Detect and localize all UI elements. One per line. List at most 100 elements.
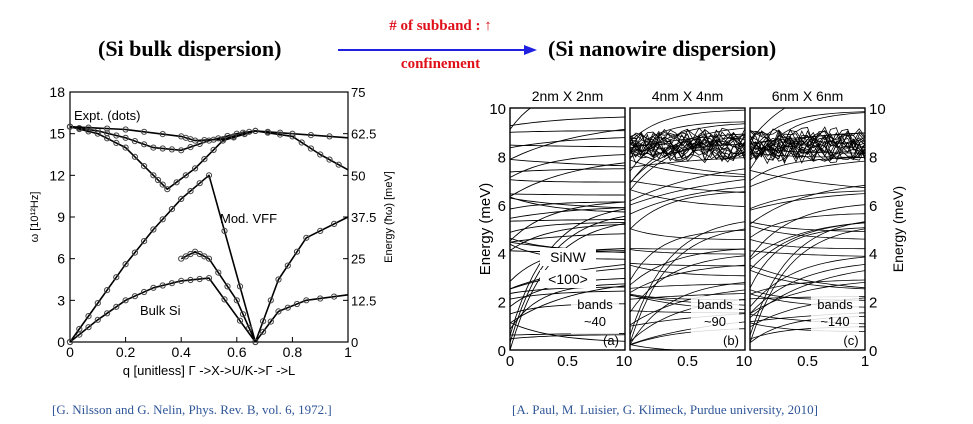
- panel-frame: [749, 107, 866, 351]
- expt-dot: [104, 287, 111, 294]
- y-right-axis-label: Energy (ħω) [meV]: [383, 171, 395, 263]
- expt-dot: [141, 141, 148, 148]
- band-lines: [750, 108, 865, 344]
- expt-dot: [85, 324, 92, 331]
- expt-dot: [85, 128, 92, 135]
- expt-dot: [85, 124, 92, 131]
- y-right-tick-label: 8: [869, 149, 877, 166]
- expt-dot: [178, 277, 185, 284]
- band-line: [750, 127, 865, 146]
- band-line: [630, 179, 745, 206]
- expt-dot: [196, 275, 203, 283]
- expt-dot: [159, 216, 166, 223]
- expt-dot: [289, 133, 296, 140]
- expt-dot: [66, 338, 74, 346]
- band-line: [630, 191, 745, 230]
- expt-dot: [76, 325, 83, 333]
- expt-dot: [159, 181, 166, 188]
- expt-dot: [141, 163, 148, 170]
- panel-frame: [509, 107, 626, 351]
- band-line: [510, 233, 625, 243]
- x-tick-label: 0.8: [283, 344, 303, 360]
- expt-dot: [182, 172, 189, 179]
- band-line: [630, 133, 745, 154]
- expt-dot: [307, 145, 314, 152]
- band-line: [630, 264, 745, 293]
- expt-dot: [104, 310, 111, 317]
- y-right-axis-label: Energy (meV): [890, 186, 906, 272]
- y-tick-label: 10: [489, 101, 506, 118]
- y-tick-label: 4: [498, 246, 506, 263]
- expt-dot: [210, 136, 217, 143]
- panel-title: 2nm X 2nm: [532, 88, 604, 104]
- band-line: [750, 222, 865, 260]
- band-line: [510, 137, 625, 149]
- panel-tag: (a): [603, 333, 619, 348]
- band-line: [750, 111, 865, 154]
- band-line: [510, 283, 625, 330]
- expt-dot: [141, 288, 148, 296]
- chart-annotation: Expt. (dots): [74, 108, 140, 123]
- expt-dot: [150, 144, 157, 151]
- chart-annotation: Mod. VFF: [220, 211, 277, 226]
- bands-count: ~90: [704, 314, 726, 329]
- expt-dot: [122, 144, 129, 151]
- panel-tag: (b): [723, 333, 739, 348]
- expt-dot: [210, 146, 217, 154]
- x-tick-label: 10: [736, 353, 753, 370]
- y-tick-label: 6: [57, 251, 65, 267]
- expt-dot: [241, 130, 248, 137]
- y-right-tick-label: 0: [869, 343, 877, 360]
- band-line: [510, 116, 625, 127]
- band-line: [750, 128, 865, 149]
- expt-dot: [317, 227, 324, 234]
- expt-dot: [246, 325, 253, 332]
- band-line: [750, 135, 865, 155]
- nanowire-title: (Si nanowire dispersion): [548, 36, 777, 61]
- y-tick-label: 0: [57, 334, 65, 350]
- dispersion-branch-1: [69, 174, 257, 343]
- expt-dot: [326, 133, 333, 140]
- x-tick-label: 0.2: [116, 344, 136, 360]
- band-line: [630, 229, 745, 281]
- bands-count: ~40: [584, 314, 606, 329]
- nanowire-panel-2: 6nm X 6nm 0.5 1 bands ~140 (c): [749, 88, 869, 370]
- y-tick-label: 2: [498, 295, 506, 312]
- y-right-tick-label: 12.5: [351, 293, 376, 308]
- expt-dot: [85, 313, 92, 320]
- x-tick-label: 0.5: [677, 353, 698, 370]
- expt-dot: [113, 132, 120, 139]
- dispersion-branch-5: [180, 250, 257, 343]
- expt-dot: [164, 186, 171, 193]
- y-right-tick-label: 0: [351, 335, 358, 350]
- expt-dot: [196, 180, 203, 187]
- expt-dot: [168, 280, 175, 287]
- expt-dot: [192, 165, 199, 172]
- expt-dot: [215, 269, 222, 276]
- band-line: [630, 264, 745, 277]
- y-tick-label: 6: [498, 198, 506, 215]
- y-axis-label: Energy (meV): [477, 183, 494, 276]
- expt-dot: [284, 304, 291, 311]
- x-tick-label: 0: [506, 353, 514, 370]
- band-line: [510, 286, 625, 294]
- expt-dot: [239, 311, 247, 318]
- y-tick-label: 8: [498, 149, 506, 166]
- band-line: [750, 204, 865, 258]
- expt-dot: [154, 176, 162, 184]
- expt-dot: [224, 283, 231, 290]
- x-tick-label: 1: [344, 344, 352, 360]
- band-line: [510, 158, 625, 167]
- expt-dot: [293, 248, 301, 255]
- expt-dot: [150, 172, 157, 179]
- expt-dot: [66, 123, 74, 130]
- band-line: [750, 264, 865, 289]
- band-line: [630, 138, 745, 159]
- expt-dot: [284, 262, 291, 269]
- band-line: [510, 168, 625, 173]
- y-tick-label: 15: [49, 126, 65, 142]
- dispersion-branch-7: [254, 294, 349, 343]
- band-line: [750, 157, 865, 182]
- expt-dot: [233, 297, 240, 304]
